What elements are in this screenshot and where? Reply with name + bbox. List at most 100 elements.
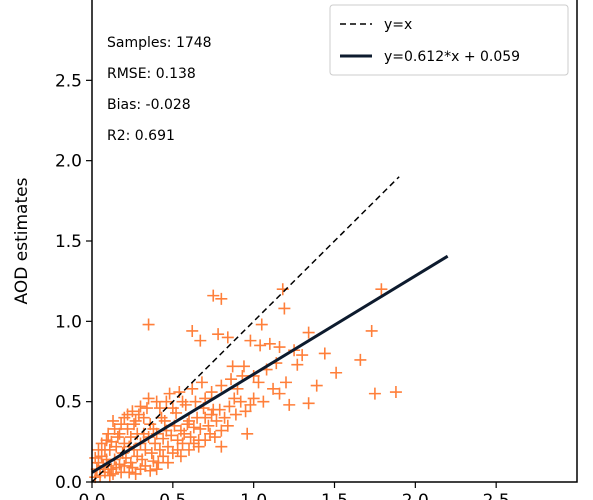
data-point <box>163 387 176 400</box>
data-point <box>157 450 170 463</box>
x-tick-label: 2.0 <box>402 491 429 500</box>
data-point <box>208 431 221 444</box>
data-point <box>118 411 131 424</box>
data-point <box>273 341 286 354</box>
data-point <box>291 358 304 371</box>
data-point <box>202 419 215 432</box>
data-point <box>278 302 291 315</box>
data-point <box>215 379 228 392</box>
data-point <box>273 387 286 400</box>
data-point <box>247 392 260 405</box>
data-point <box>157 432 170 445</box>
data-point <box>102 427 115 440</box>
data-point <box>205 386 218 399</box>
data-point <box>244 334 257 347</box>
data-point <box>153 443 166 456</box>
data-point <box>139 459 152 472</box>
data-point <box>375 283 388 296</box>
y-tick-label: 0.0 <box>55 473 82 493</box>
x-tick-label: 1.5 <box>321 491 348 500</box>
legend: y=x y=0.612*x + 0.059 <box>329 4 569 76</box>
y-tick-label: 1.0 <box>55 312 82 332</box>
data-point <box>186 324 199 337</box>
data-point <box>183 443 195 456</box>
data-point <box>255 318 268 331</box>
data-point <box>110 461 123 474</box>
stat-samples: Samples: 1748 <box>107 35 212 51</box>
data-point <box>176 437 189 450</box>
data-point <box>107 414 120 427</box>
data-point <box>124 456 137 469</box>
data-point <box>119 451 132 464</box>
y-tick-label: 2.0 <box>55 152 82 172</box>
data-point <box>241 427 254 440</box>
x-tick-label: 0.5 <box>159 491 186 500</box>
data-point <box>161 440 174 453</box>
data-point <box>118 459 131 472</box>
data-point <box>134 400 147 413</box>
data-point <box>124 431 137 444</box>
stat-r2: R2: 0.691 <box>107 128 175 144</box>
data-point <box>215 424 228 437</box>
data-point <box>110 440 123 453</box>
data-point <box>302 397 315 410</box>
data-point <box>221 419 234 432</box>
data-point <box>267 382 280 395</box>
data-point <box>215 292 228 305</box>
data-point <box>207 289 220 302</box>
stat-rmse: RMSE: 0.138 <box>107 66 196 82</box>
data-point <box>194 422 207 435</box>
data-point <box>129 414 142 427</box>
data-point <box>254 339 267 352</box>
legend-fit-label: y=0.612*x + 0.059 <box>384 49 520 65</box>
data-point <box>121 408 134 421</box>
data-point <box>108 422 121 435</box>
data-point <box>149 437 162 450</box>
data-point <box>215 440 228 453</box>
data-point <box>365 324 378 337</box>
data-point <box>368 387 381 400</box>
data-point <box>105 435 118 448</box>
identity-line <box>91 176 400 483</box>
data-point <box>194 334 207 347</box>
data-point <box>302 326 315 339</box>
data-point <box>212 328 225 341</box>
data-point <box>92 443 105 456</box>
data-point <box>132 408 145 421</box>
y-axis-label: AOD estimates <box>12 177 32 304</box>
data-point <box>223 400 236 413</box>
data-point <box>389 386 402 399</box>
data-point <box>184 431 197 444</box>
data-point <box>105 463 118 476</box>
x-tick-label: 0.0 <box>78 491 105 500</box>
data-point <box>252 376 265 389</box>
data-point <box>107 467 120 480</box>
data-point <box>186 382 199 395</box>
data-point <box>144 464 157 477</box>
data-point <box>103 443 116 456</box>
data-point <box>244 398 257 411</box>
data-point <box>218 411 231 424</box>
x-tick-label: 1.0 <box>240 491 267 500</box>
data-point <box>296 349 309 362</box>
data-point <box>239 405 252 418</box>
stat-bias: Bias: -0.028 <box>107 97 191 113</box>
data-point <box>283 398 296 411</box>
data-point <box>166 402 179 415</box>
data-point <box>181 418 194 431</box>
data-point <box>189 395 202 408</box>
legend-identity-label: y=x <box>384 17 412 33</box>
data-point <box>113 427 126 440</box>
x-axis-ticks: 0.0 0.5 1.0 1.5 2.0 2.5 <box>78 482 510 500</box>
data-point <box>176 395 189 408</box>
data-point <box>225 373 238 386</box>
data-point <box>213 403 226 416</box>
data-point <box>142 318 155 331</box>
data-point <box>237 360 250 373</box>
data-point <box>121 422 134 435</box>
data-point <box>330 366 343 379</box>
data-point <box>139 443 152 456</box>
data-point <box>171 443 184 456</box>
data-point <box>179 398 192 411</box>
